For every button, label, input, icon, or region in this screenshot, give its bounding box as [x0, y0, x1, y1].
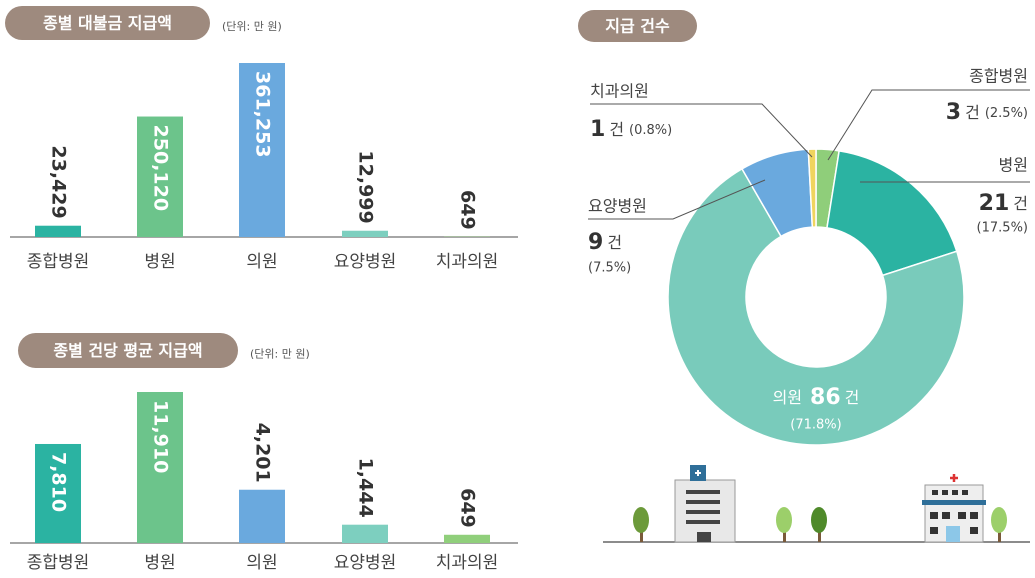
category-label: 치과의원: [436, 252, 499, 272]
illustration: [603, 465, 1030, 542]
bar: [342, 231, 388, 237]
chart-subtitle: (단위: 만 원): [222, 20, 282, 33]
unit-label: 건: [609, 120, 624, 139]
category-label: 의원: [773, 388, 802, 407]
value-label: 649: [457, 488, 479, 528]
category-label: 종합병원: [969, 67, 1028, 86]
category-label: 요양병원: [588, 197, 647, 216]
value-label: 12,999: [355, 150, 377, 223]
bar: [444, 535, 490, 543]
category-label: 병원: [999, 156, 1028, 175]
bar: [35, 226, 81, 237]
category-label: 병원: [144, 252, 175, 272]
value-label: 4,201: [252, 423, 274, 483]
leader-line: [828, 90, 1030, 160]
value-label: 3: [946, 100, 961, 125]
bar: [342, 525, 388, 543]
share-label: (7.5%): [588, 261, 631, 276]
bar: [239, 490, 285, 543]
value-label: 11,910: [150, 400, 172, 473]
value-label: 7,810: [48, 452, 70, 512]
donut-slice: [827, 151, 957, 276]
category-label: 치과의원: [436, 553, 499, 573]
chart-subtitle: (단위: 만 원): [250, 348, 310, 361]
unit-label: 건: [965, 103, 980, 122]
value-label: 1,444: [355, 458, 377, 518]
chart-title: 지급 건수: [605, 17, 670, 36]
share-label: (0.8%): [629, 123, 672, 138]
chart-title: 종별 건당 평균 지급액: [53, 341, 202, 360]
value-label: 1: [590, 117, 605, 142]
category-label: 종합병원: [27, 553, 90, 573]
value-label: 361,253: [252, 71, 274, 158]
value-label: 23,429: [48, 145, 70, 218]
unit-label: 건: [1013, 194, 1028, 213]
category-label: 종합병원: [27, 252, 90, 272]
share-label: (71.8%): [790, 418, 841, 433]
category-label: 요양병원: [334, 252, 397, 272]
chart-title: 종별 대불금 지급액: [43, 14, 172, 33]
share-label: (2.5%): [985, 106, 1028, 121]
share-label: (17.5%): [977, 221, 1028, 236]
unit-label: 건: [607, 233, 622, 252]
infographic: 종별 대불금 지급액(단위: 만 원)23,429종합병원250,120병원36…: [0, 0, 1035, 578]
category-label: 의원: [246, 252, 277, 272]
category-label: 의원: [246, 553, 277, 573]
value-label: 9: [588, 230, 603, 255]
category-label: 치과의원: [590, 82, 649, 101]
value-label: 250,120: [150, 125, 172, 212]
value-label: 21: [979, 191, 1010, 216]
category-label: 병원: [144, 553, 175, 573]
value-label: 86: [810, 385, 841, 410]
unit-label: 건: [845, 388, 860, 407]
category-label: 요양병원: [334, 553, 397, 573]
value-label: 649: [457, 190, 479, 230]
